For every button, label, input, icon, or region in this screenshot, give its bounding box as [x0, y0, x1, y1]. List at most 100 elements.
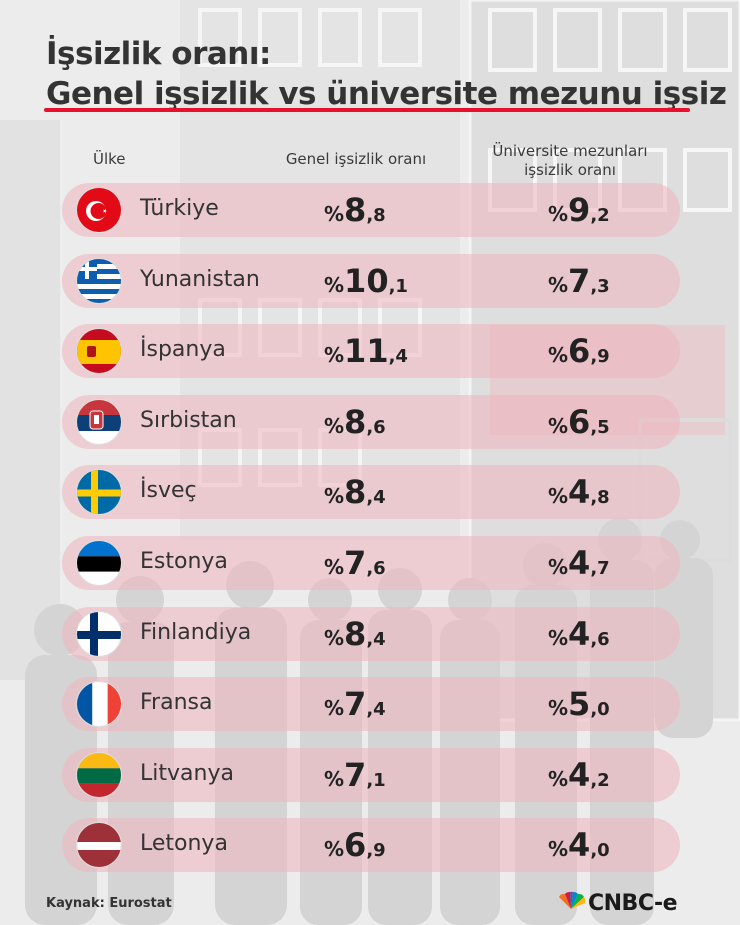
percent-sign: % — [548, 767, 569, 791]
table-row: İspanya %11,4 %6,9 — [62, 324, 680, 378]
table-row: Yunanistan %10,1 %7,3 — [62, 254, 680, 308]
percent-sign: % — [548, 414, 569, 438]
percent-sign: % — [324, 273, 345, 297]
value-text: 11,4 — [344, 332, 408, 370]
logo-text: CNBC-e — [588, 891, 678, 916]
general-rate-value: %8,4 — [324, 615, 386, 653]
value-text: 8,8 — [344, 191, 386, 229]
percent-sign: % — [548, 696, 569, 720]
column-header-graduate: Üniversite mezunları işsizlik oranı — [480, 142, 660, 180]
general-rate-value: %8,8 — [324, 191, 386, 229]
percent-sign: % — [324, 414, 345, 438]
value-text: 4,0 — [568, 826, 610, 864]
percent-sign: % — [324, 202, 345, 226]
column-header-graduate-line1: Üniversite mezunları — [492, 142, 648, 160]
title-underline — [44, 108, 690, 112]
peacock-icon — [556, 891, 586, 917]
value-text: 6,5 — [568, 403, 610, 441]
country-name: İspanya — [140, 337, 226, 362]
table-row: Sırbistan %8,6 %6,5 — [62, 395, 680, 449]
graduate-rate-value: %4,0 — [548, 826, 610, 864]
value-text: 7,1 — [344, 756, 386, 794]
general-rate-value: %10,1 — [324, 262, 408, 300]
graduate-rate-value: %4,8 — [548, 473, 610, 511]
graduate-rate-value: %4,6 — [548, 615, 610, 653]
general-rate-value: %11,4 — [324, 332, 408, 370]
value-text: 8,6 — [344, 403, 386, 441]
percent-sign: % — [324, 696, 345, 720]
table-row: Fransa %7,4 %5,0 — [62, 677, 680, 731]
general-rate-value: %7,1 — [324, 756, 386, 794]
spain-flag-icon — [76, 328, 122, 374]
value-text: 4,8 — [568, 473, 610, 511]
country-name: Litvanya — [140, 761, 234, 786]
table-row: İsveç %8,4 %4,8 — [62, 465, 680, 519]
value-text: 6,9 — [344, 826, 386, 864]
percent-sign: % — [548, 273, 569, 297]
value-text: 8,4 — [344, 615, 386, 653]
finland-flag-icon — [76, 611, 122, 657]
general-rate-value: %7,4 — [324, 685, 386, 723]
table-row: Finlandiya %8,4 %4,6 — [62, 607, 680, 661]
table-row: Estonya %7,6 %4,7 — [62, 536, 680, 590]
greece-flag-icon — [76, 258, 122, 304]
country-name: İsveç — [140, 478, 197, 503]
source-note: Kaynak: Eurostat — [46, 896, 172, 911]
percent-sign: % — [324, 626, 345, 650]
value-text: 10,1 — [344, 262, 408, 300]
value-text: 8,4 — [344, 473, 386, 511]
general-rate-value: %8,4 — [324, 473, 386, 511]
value-text: 4,6 — [568, 615, 610, 653]
percent-sign: % — [324, 837, 345, 861]
table-row: Letonya %6,9 %4,0 — [62, 818, 680, 872]
country-name: Yunanistan — [140, 267, 260, 292]
country-name: Letonya — [140, 831, 228, 856]
chart-title-line2: Genel işsizlik vs üniversite mezunu işsi… — [46, 76, 727, 112]
serbia-flag-icon — [76, 399, 122, 445]
percent-sign: % — [548, 555, 569, 579]
general-rate-value: %6,9 — [324, 826, 386, 864]
france-flag-icon — [76, 681, 122, 727]
graduate-rate-value: %4,7 — [548, 544, 610, 582]
graduate-rate-value: %5,0 — [548, 685, 610, 723]
value-text: 4,7 — [568, 544, 610, 582]
percent-sign: % — [324, 767, 345, 791]
percent-sign: % — [548, 202, 569, 226]
country-name: Estonya — [140, 549, 228, 574]
sweden-flag-icon — [76, 469, 122, 515]
graduate-rate-value: %6,9 — [548, 332, 610, 370]
general-rate-value: %8,6 — [324, 403, 386, 441]
percent-sign: % — [548, 343, 569, 367]
value-text: 7,3 — [568, 262, 610, 300]
table-row: Türkiye %8,8 %9,2 — [62, 183, 680, 237]
graduate-rate-value: %7,3 — [548, 262, 610, 300]
percent-sign: % — [324, 343, 345, 367]
value-text: 5,0 — [568, 685, 610, 723]
graduate-rate-value: %6,5 — [548, 403, 610, 441]
column-header-country: Ülke — [93, 150, 126, 168]
turkey-flag-icon — [76, 187, 122, 233]
chart-title-line1: İşsizlik oranı: — [46, 36, 271, 72]
percent-sign: % — [324, 555, 345, 579]
column-header-general: Genel işsizlik oranı — [285, 150, 427, 168]
percent-sign: % — [548, 837, 569, 861]
graduate-rate-value: %4,2 — [548, 756, 610, 794]
value-text: 4,2 — [568, 756, 610, 794]
country-name: Fransa — [140, 690, 213, 715]
percent-sign: % — [548, 484, 569, 508]
table-row: Litvanya %7,1 %4,2 — [62, 748, 680, 802]
lithuania-flag-icon — [76, 752, 122, 798]
country-name: Sırbistan — [140, 408, 237, 433]
country-name: Türkiye — [140, 196, 219, 221]
value-text: 9,2 — [568, 191, 610, 229]
percent-sign: % — [548, 626, 569, 650]
general-rate-value: %7,6 — [324, 544, 386, 582]
column-header-graduate-line2: işsizlik oranı — [524, 161, 616, 179]
percent-sign: % — [324, 484, 345, 508]
latvia-flag-icon — [76, 822, 122, 868]
estonia-flag-icon — [76, 540, 122, 586]
country-name: Finlandiya — [140, 620, 252, 645]
value-text: 6,9 — [568, 332, 610, 370]
value-text: 7,6 — [344, 544, 386, 582]
value-text: 7,4 — [344, 685, 386, 723]
